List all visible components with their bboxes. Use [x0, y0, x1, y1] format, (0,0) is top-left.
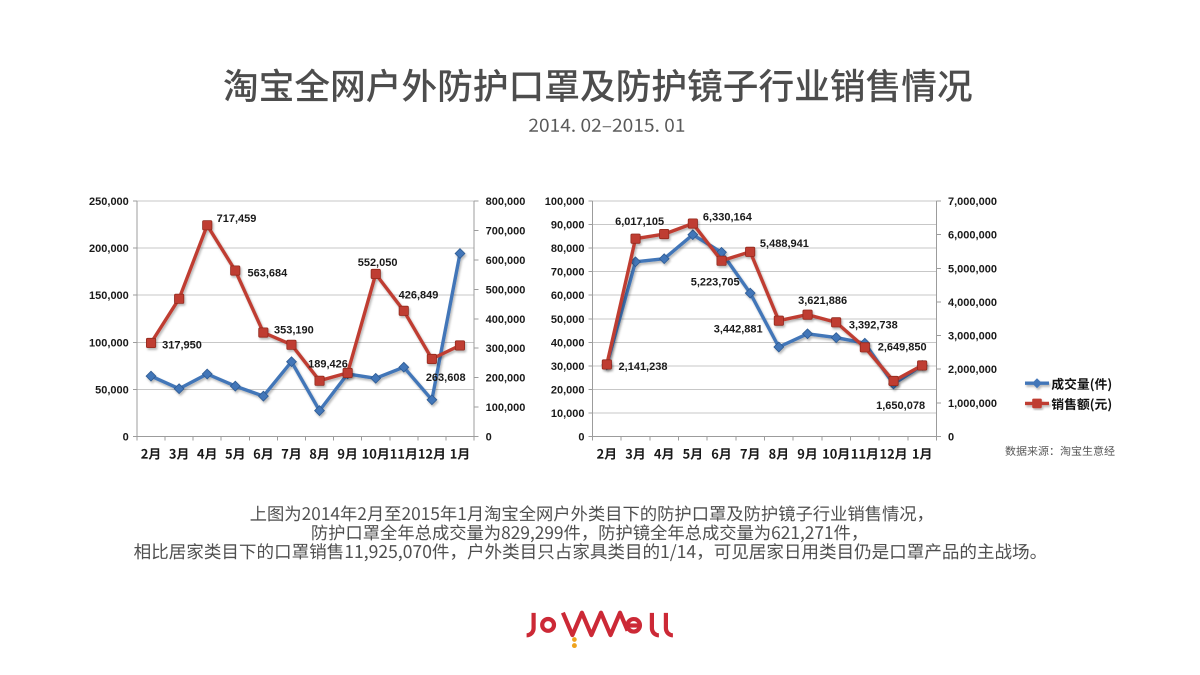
svg-text:6,017,105: 6,017,105	[615, 216, 664, 228]
svg-text:250,000: 250,000	[89, 196, 129, 208]
svg-text:3,392,738: 3,392,738	[849, 319, 898, 331]
svg-text:5,223,705: 5,223,705	[691, 277, 740, 289]
svg-text:40,000: 40,000	[551, 337, 585, 349]
svg-text:90,000: 90,000	[551, 220, 585, 232]
svg-text:80,000: 80,000	[551, 243, 585, 255]
svg-text:552,050: 552,050	[358, 257, 398, 269]
svg-text:50,000: 50,000	[551, 314, 585, 326]
svg-text:700,000: 700,000	[486, 225, 526, 237]
svg-text:3,621,886: 3,621,886	[798, 295, 847, 307]
svg-text:4,000,000: 4,000,000	[948, 297, 997, 309]
svg-text:1,650,078: 1,650,078	[876, 400, 925, 412]
svg-text:200,000: 200,000	[486, 373, 526, 385]
svg-text:5,000,000: 5,000,000	[948, 263, 997, 275]
svg-text:10,000: 10,000	[551, 408, 585, 420]
svg-text:0: 0	[486, 432, 492, 444]
svg-text:717,459: 717,459	[217, 213, 257, 225]
svg-text:317,950: 317,950	[162, 340, 202, 352]
svg-text:0: 0	[123, 432, 129, 444]
svg-text:30,000: 30,000	[551, 361, 585, 373]
svg-text:300,000: 300,000	[486, 343, 526, 355]
svg-text:600,000: 600,000	[486, 255, 526, 267]
svg-text:3,000,000: 3,000,000	[948, 331, 997, 343]
svg-text:5,488,941: 5,488,941	[760, 238, 809, 250]
svg-text:150,000: 150,000	[89, 290, 129, 302]
svg-text:0: 0	[948, 432, 954, 444]
svg-text:2,000,000: 2,000,000	[948, 364, 997, 376]
svg-text:2,649,850: 2,649,850	[878, 342, 927, 354]
svg-text:60,000: 60,000	[551, 290, 585, 302]
svg-text:1,000,000: 1,000,000	[948, 398, 997, 410]
svg-text:200,000: 200,000	[89, 243, 129, 255]
svg-text:353,190: 353,190	[274, 325, 314, 337]
svg-text:563,684: 563,684	[248, 268, 289, 280]
svg-text:6,330,164: 6,330,164	[703, 212, 753, 224]
svg-text:500,000: 500,000	[486, 284, 526, 296]
svg-text:50,000: 50,000	[95, 384, 129, 396]
svg-text:800,000: 800,000	[486, 196, 526, 208]
svg-text:3,442,881: 3,442,881	[714, 323, 763, 335]
svg-text:100,000: 100,000	[486, 402, 526, 414]
svg-text:70,000: 70,000	[551, 267, 585, 279]
svg-text:426,849: 426,849	[399, 289, 439, 301]
svg-text:263,608: 263,608	[426, 372, 466, 384]
svg-text:100,000: 100,000	[89, 337, 129, 349]
svg-text:0: 0	[578, 432, 584, 444]
svg-text:7,000,000: 7,000,000	[948, 196, 997, 208]
svg-text:6,000,000: 6,000,000	[948, 230, 997, 242]
svg-text:20,000: 20,000	[551, 384, 585, 396]
svg-text:2,141,238: 2,141,238	[619, 361, 668, 373]
svg-text:400,000: 400,000	[486, 314, 526, 326]
svg-text:100,000: 100,000	[545, 196, 585, 208]
svg-text:189,426: 189,426	[308, 359, 348, 371]
